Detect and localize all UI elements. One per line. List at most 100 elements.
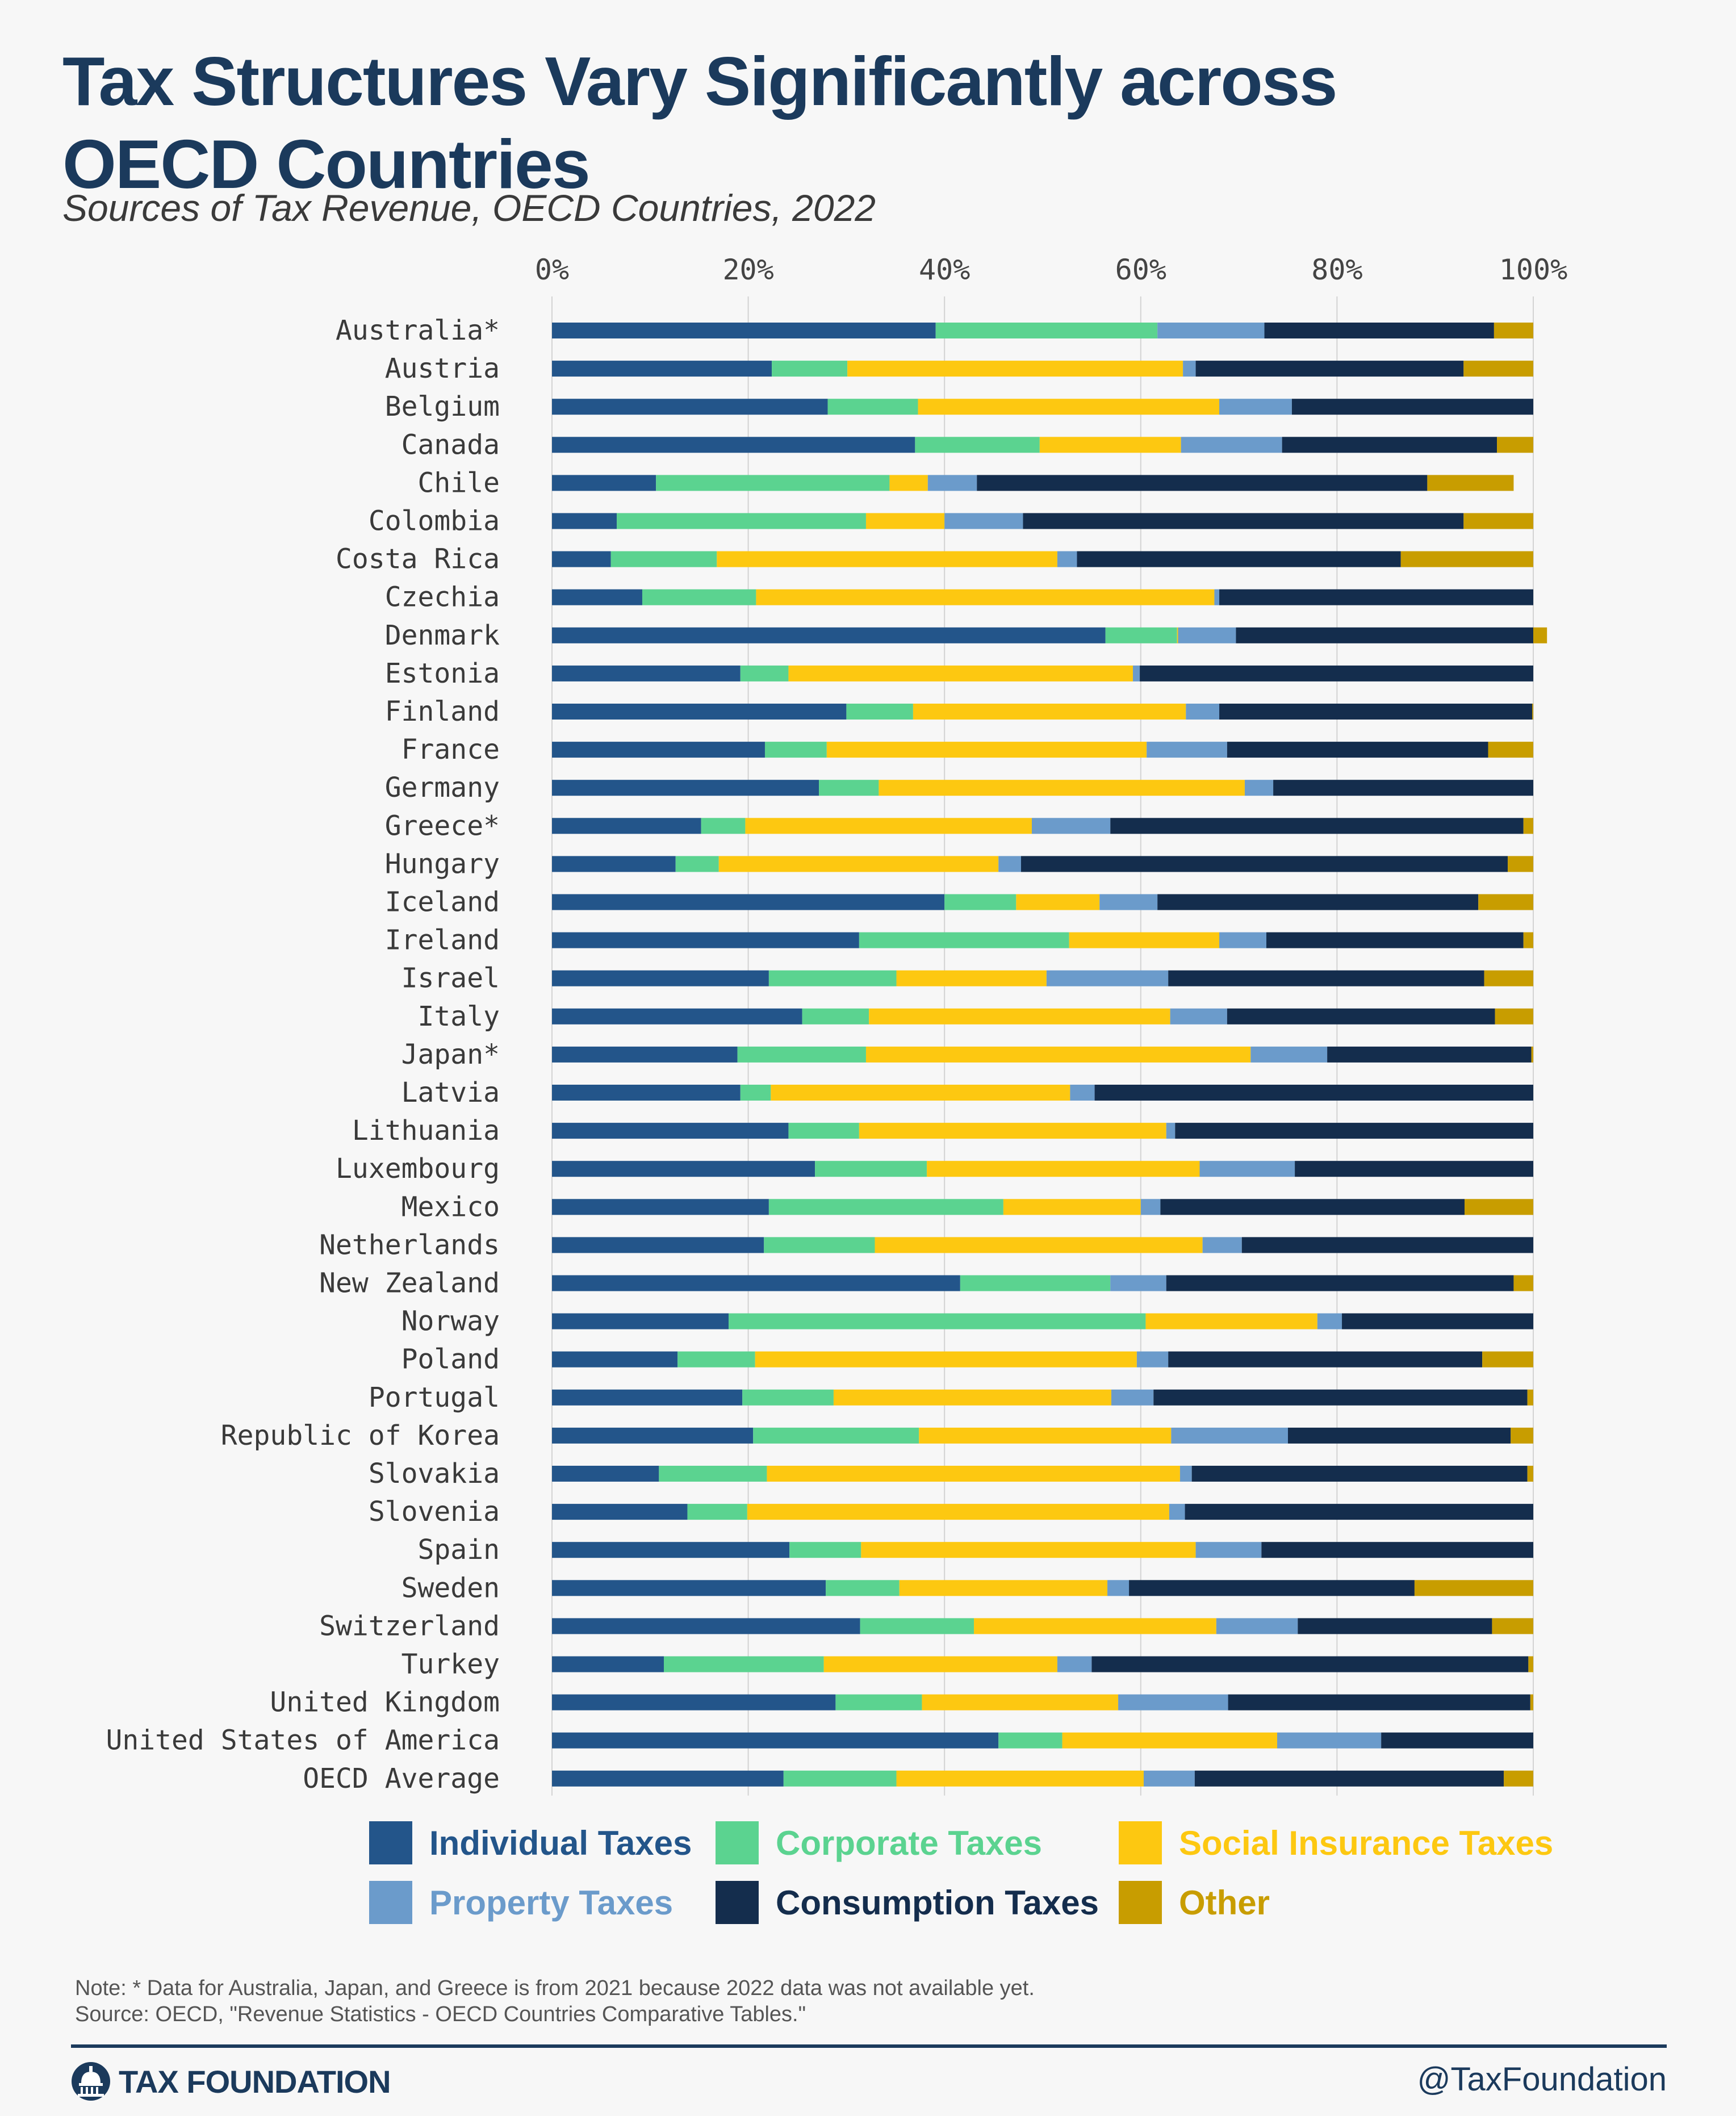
- bar-segment: [740, 1085, 771, 1101]
- bar-segment: [1105, 627, 1177, 643]
- bar-segment: [1062, 1732, 1277, 1749]
- bar-segment: [552, 818, 701, 834]
- bar-segment: [552, 665, 741, 681]
- bar-segment: [1478, 894, 1533, 910]
- category-label: Finland: [385, 696, 500, 727]
- bar-segment: [1497, 437, 1533, 453]
- bar-segment: [1261, 1542, 1533, 1558]
- bar-segment: [783, 1770, 897, 1787]
- bar-segment: [1147, 742, 1227, 758]
- legend-label: Individual Taxes: [429, 1824, 692, 1862]
- source-text: Source: OECD, "Revenue Statistics - OECD…: [75, 2002, 806, 2026]
- bar-segment: [1171, 1427, 1288, 1444]
- category-label: New Zealand: [319, 1268, 500, 1299]
- category-label: Mexico: [401, 1191, 500, 1223]
- category-label: Denmark: [385, 620, 500, 651]
- bar-segment: [1228, 1694, 1530, 1711]
- bar-segment: [1511, 1427, 1533, 1444]
- legend-item-other: Other: [1119, 1880, 1270, 1925]
- bar-segment: [756, 589, 1215, 605]
- bar-segment: [552, 1161, 815, 1177]
- bar-segment: [552, 361, 772, 377]
- bar-segment: [927, 1161, 1200, 1177]
- bar-segment: [1168, 970, 1484, 986]
- category-label: Switzerland: [319, 1610, 500, 1642]
- bar-segment: [1513, 1275, 1533, 1291]
- category-label: Hungary: [385, 848, 500, 880]
- category-label: Slovenia: [369, 1496, 500, 1528]
- bar-segment: [960, 1275, 1111, 1291]
- category-label: OECD Average: [303, 1763, 500, 1795]
- bar-segment: [827, 399, 918, 415]
- bar-segment: [1023, 513, 1464, 529]
- bar-segment: [922, 1694, 1119, 1711]
- bar-segment: [1057, 1656, 1092, 1672]
- bar-segment: [1463, 361, 1533, 377]
- category-label: Chile: [418, 467, 500, 499]
- legend-label: Consumption Taxes: [776, 1883, 1099, 1922]
- bar-segment: [1530, 1694, 1533, 1711]
- bar-segment: [552, 627, 1106, 643]
- bar-segment: [935, 323, 1158, 338]
- bar-segment: [919, 1427, 1172, 1444]
- legend-swatch: [369, 1821, 412, 1864]
- bar-segment: [974, 1618, 1216, 1634]
- bar-segment: [835, 1694, 922, 1711]
- category-label: Greece*: [385, 810, 500, 842]
- bar-segment: [819, 780, 879, 796]
- bar-segment: [927, 475, 977, 491]
- bar-segment: [1482, 1351, 1533, 1368]
- category-label: Iceland: [385, 886, 500, 918]
- bar-segment: [879, 780, 1245, 796]
- legend-item-consumption-taxes: Consumption Taxes: [716, 1880, 1099, 1925]
- bar-segment: [1160, 1199, 1465, 1215]
- bar-segment: [768, 1199, 1003, 1215]
- bar-segment: [1194, 1770, 1504, 1787]
- bar-segment: [552, 1466, 659, 1482]
- x-tick-label: 0%: [535, 253, 569, 286]
- category-label: Spain: [418, 1534, 500, 1566]
- category-label: Norway: [401, 1306, 500, 1337]
- bar-segment: [788, 665, 1133, 681]
- bar-segment: [747, 1504, 1169, 1520]
- chart-title: Tax Structures Vary Significantly across…: [62, 43, 1337, 203]
- category-label: Poland: [401, 1344, 500, 1375]
- category-label: Ireland: [385, 925, 500, 956]
- bar-segment: [1020, 856, 1508, 872]
- x-tick-label: 80%: [1311, 253, 1362, 286]
- chart-subtitle: Sources of Tax Revenue, OECD Countries, …: [62, 187, 876, 229]
- category-label: United Kingdom: [270, 1687, 500, 1718]
- bar-segment: [1291, 399, 1533, 415]
- capitol-dome-icon: [72, 2062, 110, 2101]
- bar-segment: [718, 856, 999, 872]
- legend-item-social-insurance-taxes: Social Insurance Taxes: [1119, 1820, 1553, 1866]
- bar-segment: [552, 589, 642, 605]
- bar-segment: [1527, 1466, 1533, 1482]
- bar-segment: [899, 1580, 1108, 1596]
- bar-segment: [1169, 1504, 1185, 1520]
- bar-segment: [1129, 1580, 1415, 1596]
- bar-segment: [742, 1389, 834, 1406]
- category-label: Germany: [385, 772, 500, 804]
- bar-segment: [1219, 704, 1533, 720]
- bar-segment: [860, 1618, 974, 1634]
- legend-swatch: [369, 1881, 412, 1924]
- bar-segment: [1181, 437, 1282, 453]
- bar-segment: [1264, 323, 1494, 338]
- bar-segment: [1327, 1046, 1532, 1063]
- bar-segment: [1400, 551, 1533, 567]
- bar-segment: [915, 437, 1040, 453]
- legend-swatch: [716, 1881, 759, 1924]
- legend-label: Other: [1179, 1883, 1270, 1922]
- bar-segment: [1463, 513, 1533, 529]
- bar-segment: [869, 1008, 1170, 1024]
- bar-segment: [1250, 1046, 1328, 1063]
- bar-segment: [552, 1694, 836, 1711]
- bar-segment: [1381, 1732, 1533, 1749]
- bar-segment: [552, 856, 676, 872]
- bar-segment: [998, 1732, 1062, 1749]
- bar-segment: [740, 665, 789, 681]
- bar-segment: [1532, 704, 1533, 720]
- bar-segment: [1317, 1313, 1342, 1329]
- bar-segment: [1107, 1580, 1130, 1596]
